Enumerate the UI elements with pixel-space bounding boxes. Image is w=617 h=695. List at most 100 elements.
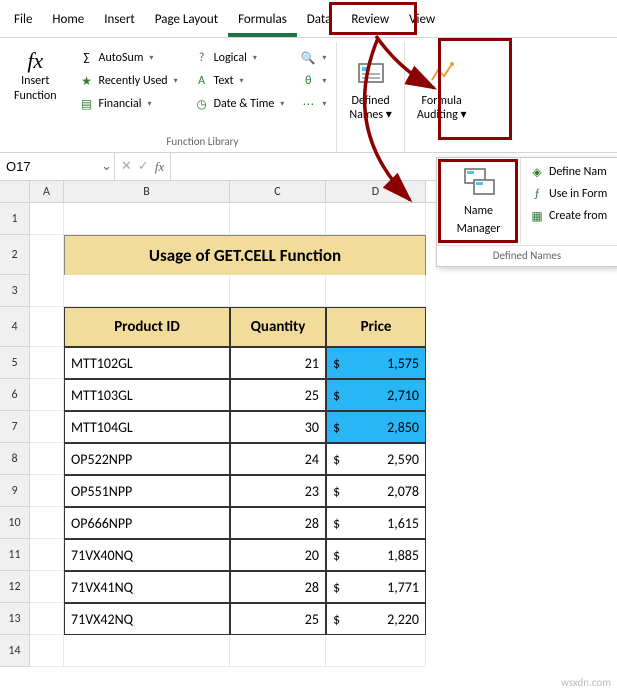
cell[interactable] <box>30 203 64 235</box>
cell-price[interactable]: $1,885 <box>326 539 426 571</box>
cell[interactable] <box>30 603 64 635</box>
cell-product-id[interactable]: MTT104GL <box>64 411 230 443</box>
chevron-down-icon[interactable]: ⌄ <box>101 159 112 174</box>
row-header-6[interactable]: 6 <box>0 379 30 411</box>
defined-names-button[interactable]: Defined Names ▾ <box>341 44 400 136</box>
lookup-button[interactable]: 🔍 ▾ <box>294 48 332 68</box>
row-header-14[interactable]: 14 <box>0 635 30 667</box>
autosum-button[interactable]: ∑ AutoSum ▾ <box>73 48 184 68</box>
use-in-formula-item[interactable]: ƒ Use in Form <box>525 184 611 204</box>
cell[interactable] <box>30 475 64 507</box>
row-header-4[interactable]: 4 <box>0 307 30 347</box>
row-header-8[interactable]: 8 <box>0 443 30 475</box>
text-button[interactable]: A Text ▾ <box>188 71 291 91</box>
title-cell[interactable]: Usage of GET.CELL Function <box>64 235 426 275</box>
cell[interactable] <box>30 307 64 347</box>
select-all-corner[interactable] <box>0 181 30 202</box>
logical-button[interactable]: ? Logical ▾ <box>188 48 291 68</box>
cell[interactable] <box>326 635 426 667</box>
col-header-c[interactable]: C <box>230 181 326 202</box>
cell[interactable] <box>64 203 230 235</box>
cell-quantity[interactable]: 25 <box>230 603 326 635</box>
cell-product-id[interactable]: OP522NPP <box>64 443 230 475</box>
cell-price[interactable]: $2,078 <box>326 475 426 507</box>
cell-quantity[interactable]: 21 <box>230 347 326 379</box>
row-header-10[interactable]: 10 <box>0 507 30 539</box>
row-header-3[interactable]: 3 <box>0 275 30 307</box>
tab-formulas[interactable]: Formulas <box>228 6 297 37</box>
header-quantity[interactable]: Quantity <box>230 307 326 347</box>
tab-data[interactable]: Data <box>297 6 342 37</box>
tab-review[interactable]: Review <box>341 6 399 37</box>
tab-page-layout[interactable]: Page Layout <box>145 6 228 37</box>
datetime-button[interactable]: ◷ Date & Time ▾ <box>188 94 291 114</box>
cell-product-id[interactable]: 71VX42NQ <box>64 603 230 635</box>
row-header-7[interactable]: 7 <box>0 411 30 443</box>
cell[interactable] <box>326 275 426 307</box>
math-button[interactable]: θ ▾ <box>294 71 332 91</box>
cell[interactable] <box>230 275 326 307</box>
cell[interactable] <box>64 275 230 307</box>
name-box-input[interactable] <box>6 159 76 174</box>
col-header-a[interactable]: A <box>30 181 64 202</box>
row-header-12[interactable]: 12 <box>0 571 30 603</box>
more-button[interactable]: ⋯ ▾ <box>294 94 332 114</box>
cell-price[interactable]: $1,575 <box>326 347 426 379</box>
cell-price[interactable]: $1,615 <box>326 507 426 539</box>
cell-quantity[interactable]: 23 <box>230 475 326 507</box>
cell[interactable] <box>30 539 64 571</box>
cell-product-id[interactable]: MTT103GL <box>64 379 230 411</box>
col-header-b[interactable]: B <box>64 181 230 202</box>
tab-home[interactable]: Home <box>42 6 94 37</box>
cell[interactable] <box>30 379 64 411</box>
cell-quantity[interactable]: 25 <box>230 379 326 411</box>
insert-function-button[interactable]: fx Insert Function <box>6 44 65 107</box>
cell[interactable] <box>30 507 64 539</box>
tab-view[interactable]: View <box>399 6 445 37</box>
cell-price[interactable]: $2,220 <box>326 603 426 635</box>
cell-product-id[interactable]: OP666NPP <box>64 507 230 539</box>
cell-product-id[interactable]: 71VX41NQ <box>64 571 230 603</box>
cell[interactable] <box>230 203 326 235</box>
row-header-5[interactable]: 5 <box>0 347 30 379</box>
cell[interactable] <box>326 203 426 235</box>
row-header-1[interactable]: 1 <box>0 203 30 235</box>
col-header-d[interactable]: D <box>326 181 426 202</box>
cell-quantity[interactable]: 28 <box>230 507 326 539</box>
cell-price[interactable]: $2,850 <box>326 411 426 443</box>
cell[interactable] <box>230 635 326 667</box>
cancel-icon[interactable]: ✕ <box>121 159 132 174</box>
row-header-11[interactable]: 11 <box>0 539 30 571</box>
cell-price[interactable]: $1,771 <box>326 571 426 603</box>
cell[interactable] <box>30 443 64 475</box>
recently-used-button[interactable]: ★ Recently Used ▾ <box>73 71 184 91</box>
enter-icon[interactable]: ✓ <box>138 159 149 174</box>
financial-button[interactable]: ▤ Financial ▾ <box>73 94 184 114</box>
cell-product-id[interactable]: MTT102GL <box>64 347 230 379</box>
cell[interactable] <box>30 635 64 667</box>
header-price[interactable]: Price <box>326 307 426 347</box>
row-header-9[interactable]: 9 <box>0 475 30 507</box>
cell[interactable] <box>30 347 64 379</box>
tab-file[interactable]: File <box>4 6 42 37</box>
cell[interactable] <box>30 571 64 603</box>
cell-product-id[interactable]: 71VX40NQ <box>64 539 230 571</box>
cell-quantity[interactable]: 30 <box>230 411 326 443</box>
formula-auditing-button[interactable]: Formula Auditing ▾ <box>409 44 475 136</box>
row-header-13[interactable]: 13 <box>0 603 30 635</box>
cell-product-id[interactable]: OP551NPP <box>64 475 230 507</box>
cell[interactable] <box>30 275 64 307</box>
cell[interactable] <box>30 411 64 443</box>
cell-quantity[interactable]: 20 <box>230 539 326 571</box>
cell-price[interactable]: $2,590 <box>326 443 426 475</box>
cell-quantity[interactable]: 28 <box>230 571 326 603</box>
header-product-id[interactable]: Product ID <box>64 307 230 347</box>
name-box[interactable]: ⌄ <box>0 153 115 180</box>
tab-insert[interactable]: Insert <box>94 6 145 37</box>
cell-quantity[interactable]: 24 <box>230 443 326 475</box>
row-header-2[interactable]: 2 <box>0 235 30 275</box>
cell[interactable] <box>30 235 64 275</box>
fx-icon[interactable]: fx <box>155 159 164 175</box>
define-name-item[interactable]: ◈ Define Nam <box>525 162 611 182</box>
name-manager-button[interactable]: Name Manager <box>437 158 521 243</box>
